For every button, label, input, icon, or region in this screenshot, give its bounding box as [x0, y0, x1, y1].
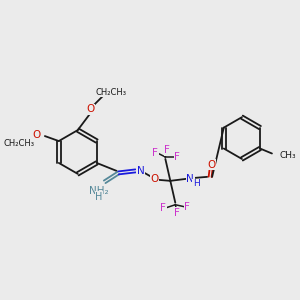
Text: F: F — [164, 145, 170, 155]
Text: F: F — [152, 148, 158, 158]
Text: N: N — [186, 174, 194, 184]
Text: CH₂CH₃: CH₂CH₃ — [95, 88, 126, 97]
Text: H: H — [193, 179, 200, 188]
Text: F: F — [174, 208, 180, 218]
Text: O: O — [33, 130, 41, 140]
Text: O: O — [150, 174, 158, 184]
Text: NH₂: NH₂ — [89, 186, 109, 196]
Text: F: F — [160, 203, 166, 213]
Text: O: O — [87, 104, 95, 114]
Text: CH₂CH₃: CH₂CH₃ — [4, 139, 34, 148]
Text: N: N — [136, 166, 144, 176]
Text: F: F — [174, 152, 180, 162]
Text: CH₃: CH₃ — [280, 151, 296, 160]
Text: H: H — [95, 192, 102, 202]
Text: F: F — [184, 202, 190, 212]
Text: O: O — [207, 160, 215, 170]
